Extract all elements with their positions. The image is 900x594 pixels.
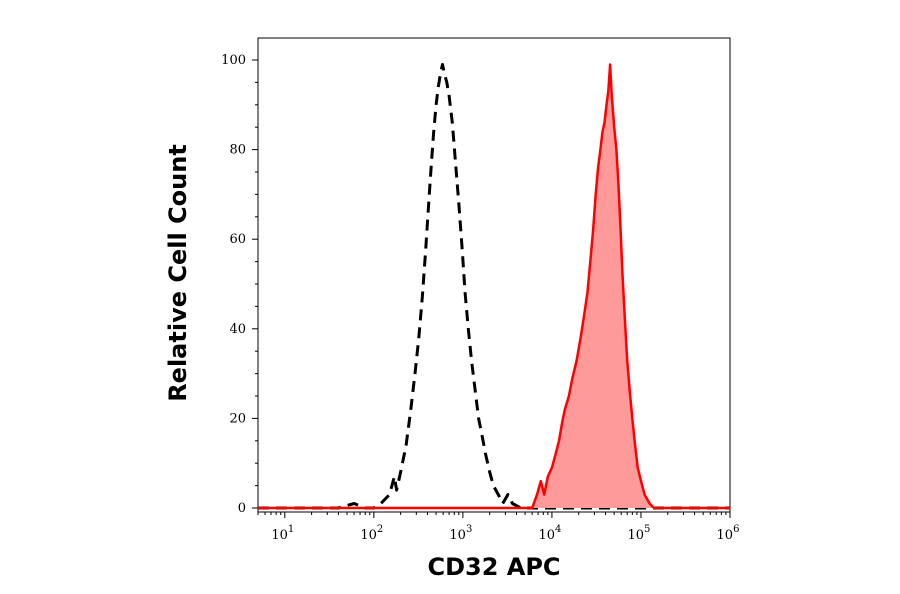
x-tick-label: 102 [360,524,383,543]
x-tick-label: 101 [271,524,294,543]
series-0-line [258,63,730,510]
y-tick-label: 20 [229,411,246,426]
y-axis: 0 20 40 60 80 100 [221,53,258,516]
x-tick-label: 104 [538,524,561,543]
series-layer [258,63,730,510]
plot-frame [257,37,731,513]
y-tick-label: 80 [229,143,246,158]
y-tick-label: 100 [221,53,246,68]
x-axis-title: CD32 APC [427,553,560,581]
series-1-line [258,63,730,510]
x-axis: 101 102 103 104 105 106 [257,512,740,543]
y-tick-label: 0 [238,501,246,516]
series-1-fill [258,64,730,508]
y-tick-label: 60 [229,232,246,247]
y-tick-label: 40 [229,322,246,337]
y-axis-title: Relative Cell Count [164,144,192,402]
x-tick-label: 103 [449,524,472,543]
x-tick-label: 105 [627,524,650,543]
x-tick-label: 106 [717,524,740,543]
